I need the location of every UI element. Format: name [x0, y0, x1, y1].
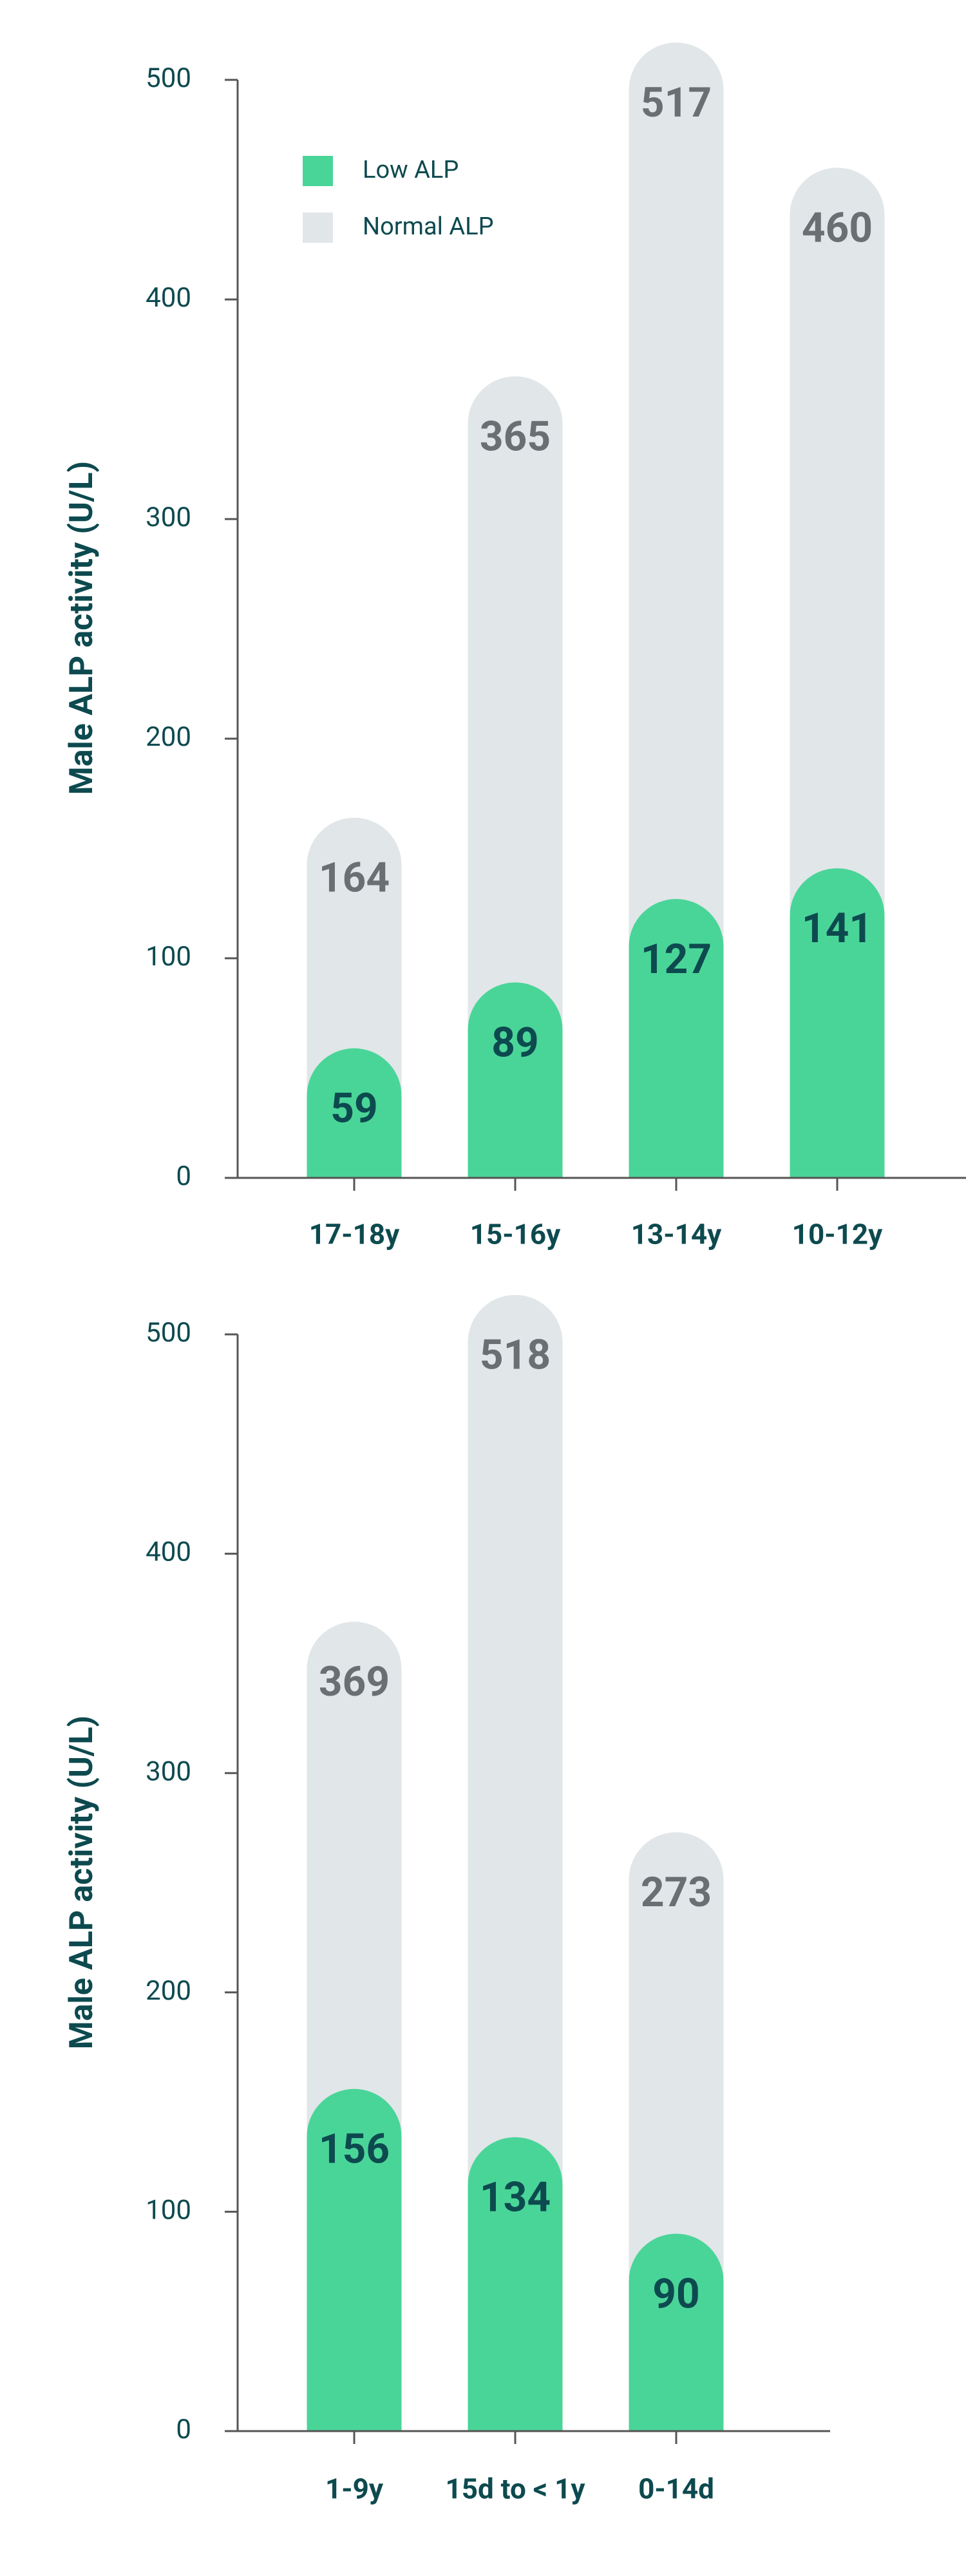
value-label: 134: [480, 2174, 551, 2222]
value-label: 127: [641, 935, 712, 983]
y-axis-label: Male ALP activity (U/L): [63, 1716, 100, 2049]
y-tick-label: 100: [146, 941, 191, 972]
value-label: 156: [319, 2125, 390, 2174]
bar: [629, 43, 724, 1178]
legend-label: Low ALP: [363, 156, 459, 184]
x-tick-label: 10-12y: [792, 1218, 883, 1251]
x-tick-label: 1-9y: [325, 2472, 384, 2506]
value-label: 90: [652, 2269, 699, 2318]
y-axis-label: Male ALP activity (U/L): [63, 461, 100, 795]
y-tick-label: 100: [146, 2194, 191, 2226]
y-tick-label: 200: [146, 721, 191, 753]
bar: [468, 376, 563, 1179]
value-label: 517: [641, 79, 712, 127]
y-tick-label: 500: [146, 62, 191, 94]
y-tick-label: 0: [176, 2414, 191, 2445]
y-tick-label: 500: [146, 1317, 191, 1349]
x-tick-label: 13-14y: [631, 1218, 722, 1251]
bar: [629, 898, 724, 1178]
bar: [629, 2233, 724, 2431]
value-label: 141: [802, 904, 873, 952]
value-label: 273: [641, 1868, 712, 1917]
value-label: 164: [319, 854, 390, 902]
value-label: 365: [480, 412, 551, 460]
y-tick-label: 400: [146, 282, 191, 314]
bar: [468, 2137, 563, 2431]
x-tick-label: 15d to < 1y: [445, 2472, 585, 2506]
value-label: 518: [480, 1331, 551, 1379]
legend-swatch: [303, 213, 333, 243]
y-tick-label: 300: [146, 502, 191, 533]
value-label: 369: [319, 1658, 390, 1706]
y-tick-label: 0: [176, 1160, 191, 1192]
bar: [307, 2088, 402, 2431]
legend-swatch: [303, 156, 333, 186]
x-tick-label: 15-16y: [470, 1218, 561, 1251]
x-tick-label: 0-14d: [638, 2472, 714, 2506]
bar: [468, 982, 563, 1178]
value-label: 59: [330, 1084, 377, 1133]
y-tick-label: 200: [146, 1975, 191, 2007]
y-tick-label: 400: [146, 1537, 191, 1568]
bar: [307, 1048, 402, 1178]
legend-label: Normal ALP: [363, 213, 494, 241]
bar: [790, 868, 885, 1178]
value-label: 89: [491, 1018, 538, 1066]
x-tick-label: 17-18y: [309, 1218, 400, 1251]
y-tick-label: 300: [146, 1756, 191, 1787]
value-label: 460: [802, 204, 873, 252]
